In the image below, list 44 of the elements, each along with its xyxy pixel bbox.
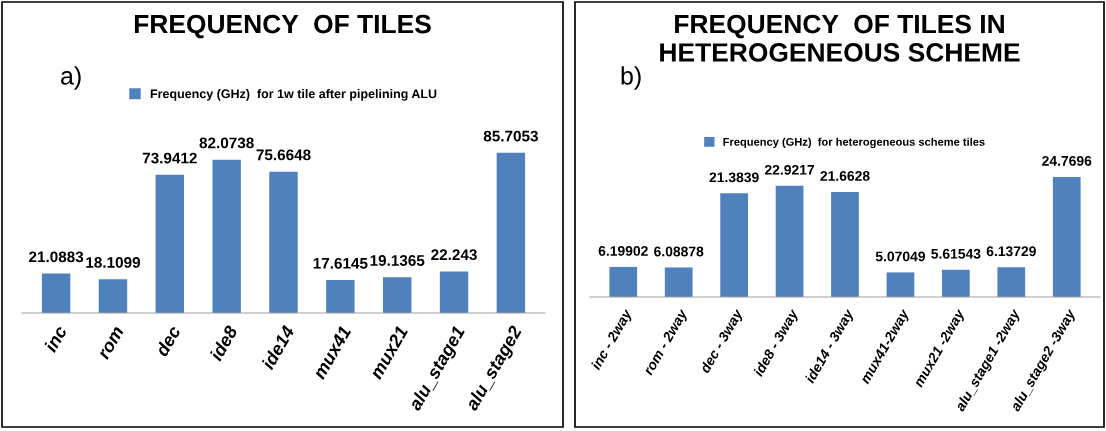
- data-label: 6.13729: [986, 246, 1036, 257]
- bar: [98, 279, 128, 313]
- bar: [664, 267, 693, 297]
- data-label: 75.6648: [256, 149, 311, 161]
- x-tick-label: inc: [43, 324, 68, 354]
- bar: [1052, 176, 1081, 297]
- text: b): [621, 66, 641, 90]
- legend-label: Frequency (GHz) for heterogeneous scheme tiles: [723, 137, 985, 149]
- x-tick-label: dec: [154, 324, 182, 358]
- bar: [212, 159, 241, 313]
- text: a): [61, 66, 81, 90]
- bar: [269, 171, 298, 313]
- bar: [439, 271, 469, 313]
- data-label: 73.9412: [142, 152, 197, 164]
- legend-label: Frequency (GHz) for 1w tile after pipelining ALU: [150, 89, 437, 101]
- chart-title: FREQUENCY OF TILES: [134, 14, 431, 39]
- data-label: 18.1099: [86, 256, 141, 268]
- data-label: 19.1365: [370, 255, 425, 266]
- data-label: 21.6628: [820, 171, 870, 181]
- bar: [382, 277, 412, 313]
- data-label: 21.3839: [709, 172, 759, 183]
- bar: [775, 185, 804, 297]
- bar: [326, 280, 355, 313]
- data-label: 6.19902: [598, 246, 648, 256]
- data-label: 5.07049: [875, 251, 926, 262]
- bar: [41, 273, 71, 313]
- data-label: 17.6145: [313, 257, 368, 269]
- bar: [997, 267, 1026, 297]
- data-label: 22.243: [431, 249, 477, 261]
- bar: [609, 266, 638, 297]
- bar: [155, 174, 185, 313]
- data-label: 21.0883: [29, 251, 84, 263]
- bar: [496, 152, 526, 313]
- bar: [886, 272, 915, 297]
- data-label: 22.9217: [764, 164, 815, 175]
- data-label: 24.7696: [1042, 155, 1092, 166]
- data-label: 82.0738: [199, 137, 254, 149]
- bar: [720, 193, 748, 297]
- data-label: 5.61543: [931, 248, 981, 259]
- bar: [942, 269, 970, 297]
- bar: [831, 191, 859, 297]
- data-label: 85.7053: [483, 130, 538, 142]
- data-label: 6.08878: [654, 246, 704, 257]
- chart-title: FREQUENCY OF TILES IN HETEROGENEOUS SCHEME: [660, 14, 1020, 62]
